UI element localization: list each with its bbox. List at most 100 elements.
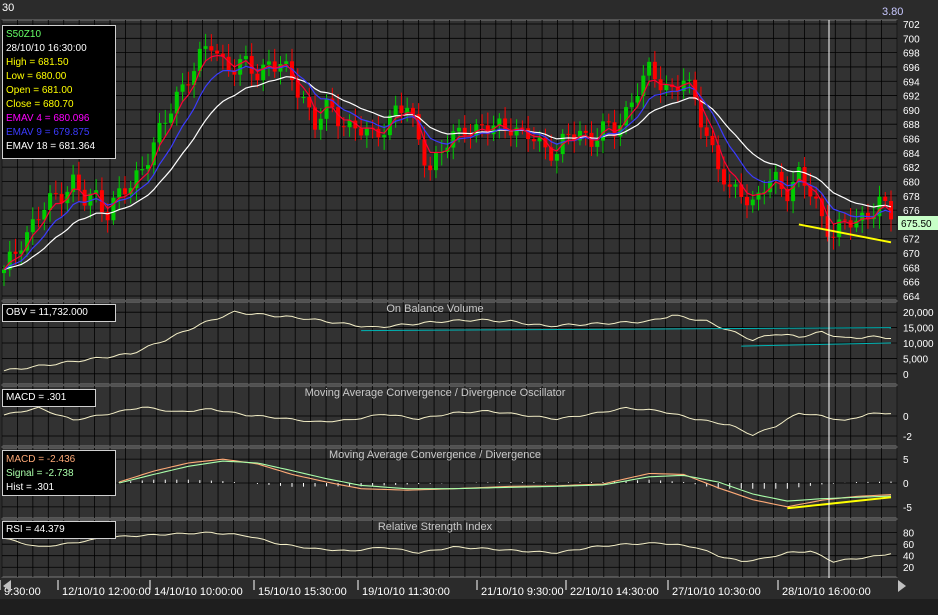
candle-body[interactable] [157, 122, 162, 143]
candle-body[interactable] [215, 50, 220, 54]
candle-body[interactable] [572, 134, 577, 141]
candle-body[interactable] [889, 201, 893, 220]
candle-body[interactable] [313, 107, 318, 130]
candle-body[interactable] [624, 107, 629, 126]
candle-body[interactable] [192, 71, 197, 86]
candle-body[interactable] [88, 193, 93, 206]
candle-body[interactable] [111, 197, 116, 221]
candle-body[interactable] [819, 198, 824, 217]
candle-body[interactable] [698, 99, 703, 128]
candle-body[interactable] [618, 125, 623, 137]
candle-body[interactable] [802, 167, 807, 186]
candle-body[interactable] [405, 107, 410, 114]
candle-body[interactable] [606, 121, 611, 123]
candle-body[interactable] [341, 126, 346, 128]
candle-body[interactable] [762, 192, 767, 194]
candle-body[interactable] [433, 152, 438, 171]
candle-body[interactable] [399, 105, 404, 114]
candle-body[interactable] [255, 73, 260, 81]
candle-body[interactable] [647, 61, 652, 76]
candle-body[interactable] [773, 171, 778, 182]
candle-body[interactable] [612, 122, 617, 137]
scroll-right-icon[interactable] [898, 580, 906, 592]
candle-body[interactable] [19, 250, 24, 254]
candle-body[interactable] [549, 147, 554, 161]
candle-body[interactable] [635, 96, 640, 103]
candle-body[interactable] [48, 193, 53, 210]
candle-body[interactable] [710, 135, 715, 146]
candle-body[interactable] [497, 118, 502, 126]
horizontal-scrollbar[interactable] [0, 599, 938, 615]
candle-body[interactable] [503, 118, 508, 131]
price-trendline[interactable] [798, 223, 892, 244]
candle-body[interactable] [145, 165, 150, 170]
candle-body[interactable] [641, 75, 646, 97]
candle-body[interactable] [854, 220, 859, 228]
candle-body[interactable] [272, 61, 277, 72]
candle-body[interactable] [808, 185, 813, 197]
candle-body[interactable] [65, 191, 70, 204]
candle-body[interactable] [860, 212, 865, 221]
candle-body[interactable] [687, 79, 692, 81]
candle-body[interactable] [347, 120, 352, 128]
candle-body[interactable] [831, 236, 836, 238]
candle-body[interactable] [266, 61, 271, 65]
candle-body[interactable] [750, 199, 755, 206]
candle-body[interactable] [249, 56, 254, 74]
candle-body[interactable] [779, 171, 784, 189]
candle-body[interactable] [837, 219, 842, 237]
candle-body[interactable] [82, 189, 87, 206]
candle-body[interactable] [376, 128, 381, 138]
candle-body[interactable] [25, 232, 30, 251]
candle-body[interactable] [480, 124, 485, 126]
candle-body[interactable] [393, 105, 398, 116]
candle-body[interactable] [664, 84, 669, 91]
candle-body[interactable] [716, 145, 721, 170]
scroll-left-icon[interactable] [3, 580, 11, 592]
candle-body[interactable] [186, 84, 191, 86]
candle-body[interactable] [169, 113, 174, 123]
candle-body[interactable] [324, 98, 329, 119]
candle-body[interactable] [134, 170, 139, 189]
candle-body[interactable] [554, 154, 559, 161]
candle-body[interactable] [59, 193, 64, 204]
obv-panel[interactable] [3, 310, 892, 372]
candle-body[interactable] [382, 135, 387, 138]
candle-body[interactable] [520, 127, 525, 129]
candle-body[interactable] [629, 102, 634, 108]
candle-body[interactable] [220, 53, 225, 57]
candle-body[interactable] [36, 219, 41, 221]
candle-body[interactable] [508, 130, 513, 136]
candle-body[interactable] [745, 196, 750, 206]
candle-body[interactable] [491, 125, 496, 135]
candle-body[interactable] [243, 56, 248, 60]
candle-body[interactable] [796, 167, 801, 182]
candle-body[interactable] [203, 46, 208, 49]
candle-body[interactable] [537, 137, 542, 142]
candle-body[interactable] [232, 70, 237, 75]
candle-body[interactable] [721, 169, 726, 185]
candle-body[interactable] [733, 184, 738, 187]
candle-body[interactable] [359, 128, 364, 136]
candle-body[interactable] [451, 131, 456, 148]
candle-body[interactable] [284, 61, 289, 65]
candle-body[interactable] [238, 59, 243, 75]
candle-body[interactable] [652, 61, 657, 80]
candle-body[interactable] [330, 98, 335, 108]
macd-oscillator-panel[interactable] [3, 406, 892, 437]
candle-body[interactable] [416, 114, 421, 140]
candle-body[interactable] [756, 192, 761, 200]
candle-body[interactable] [601, 121, 606, 141]
candle-body[interactable] [76, 174, 81, 190]
candle-body[interactable] [122, 188, 127, 195]
candle-body[interactable] [7, 251, 12, 270]
candle-body[interactable] [410, 107, 415, 115]
candle-body[interactable] [2, 269, 6, 274]
candle-body[interactable] [791, 181, 796, 202]
candle-body[interactable] [474, 124, 479, 136]
candle-body[interactable] [768, 181, 773, 193]
candle-body[interactable] [140, 169, 145, 171]
candle-body[interactable] [318, 118, 323, 130]
candle-body[interactable] [163, 122, 168, 124]
candle-body[interactable] [883, 196, 888, 202]
